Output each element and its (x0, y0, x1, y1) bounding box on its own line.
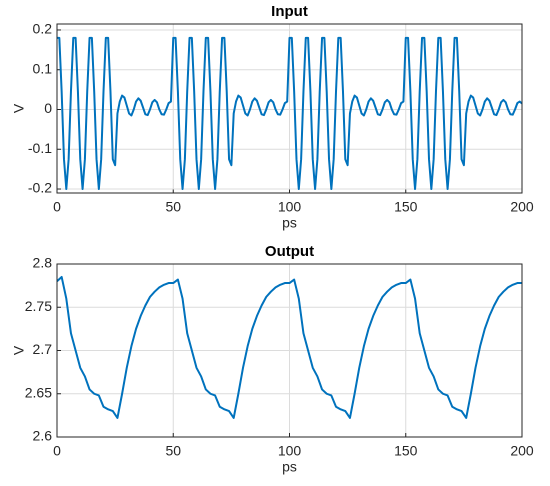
y-tick-label: 2.65 (25, 384, 52, 400)
x-tick-label: 100 (278, 199, 302, 215)
y-tick-label: -0.2 (28, 180, 52, 196)
y-axis-label: V (11, 345, 27, 355)
y-tick-label: 0.1 (33, 60, 53, 76)
y-tick-label: 0.2 (33, 21, 53, 37)
series-line (57, 36, 522, 191)
y-tick-label: 0 (44, 100, 52, 116)
y-tick-label: 2.8 (33, 255, 53, 271)
chart-title: Input (271, 3, 308, 20)
y-tick-label: 2.6 (33, 428, 53, 444)
series-line (57, 275, 522, 419)
axes-frame (56, 263, 523, 438)
x-tick-label: 0 (53, 199, 61, 215)
x-tick-label: 150 (394, 199, 418, 215)
y-tick-label: -0.1 (28, 140, 52, 156)
x-tick-label: 50 (165, 199, 181, 215)
x-axis-label: ps (282, 215, 297, 231)
x-tick-label: 200 (510, 199, 534, 215)
x-tick-label: 200 (510, 443, 534, 459)
x-axis-label: ps (282, 459, 297, 475)
x-tick-label: 0 (53, 443, 61, 459)
chart-title: Output (265, 243, 314, 260)
x-tick-label: 100 (278, 443, 302, 459)
y-axis-label: V (11, 103, 27, 113)
x-tick-label: 150 (394, 443, 418, 459)
y-tick-label: 2.7 (33, 341, 53, 357)
y-tick-label: 2.75 (25, 298, 52, 314)
axes-frame (56, 23, 523, 194)
x-tick-label: 50 (165, 443, 181, 459)
